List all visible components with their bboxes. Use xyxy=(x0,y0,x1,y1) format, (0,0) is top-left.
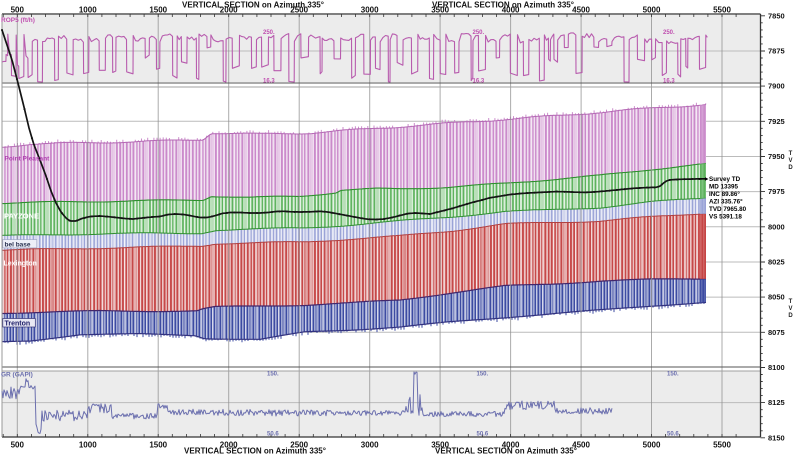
svg-text:8050: 8050 xyxy=(768,293,785,302)
svg-text:8100: 8100 xyxy=(768,363,785,372)
svg-text:250.: 250. xyxy=(663,30,675,36)
svg-text:5500: 5500 xyxy=(713,5,731,14)
svg-text:V: V xyxy=(788,158,792,164)
svg-text:8150: 8150 xyxy=(768,433,785,442)
svg-text:8125: 8125 xyxy=(768,398,785,407)
svg-text:3000: 3000 xyxy=(361,5,379,14)
svg-text:3000: 3000 xyxy=(361,440,379,449)
svg-text:500: 500 xyxy=(11,440,25,449)
svg-text:ROP5 (ft/h): ROP5 (ft/h) xyxy=(1,17,35,24)
svg-text:8025: 8025 xyxy=(768,258,785,267)
svg-text:8000: 8000 xyxy=(768,222,785,231)
svg-text:3500: 3500 xyxy=(431,440,449,449)
svg-text:5000: 5000 xyxy=(643,440,661,449)
svg-text:150.: 150. xyxy=(267,372,279,378)
svg-text:TVD 7965.80: TVD 7965.80 xyxy=(709,206,747,213)
svg-text:7950: 7950 xyxy=(768,152,785,161)
svg-text:VS 5391.18: VS 5391.18 xyxy=(709,214,742,221)
svg-text:1000: 1000 xyxy=(79,5,97,14)
svg-text:VERTICAL SECTION on Azimuth 33: VERTICAL SECTION on Azimuth 335° xyxy=(432,1,574,10)
svg-text:500: 500 xyxy=(11,5,25,14)
svg-text:16.3: 16.3 xyxy=(473,79,485,85)
svg-text:7875: 7875 xyxy=(768,47,785,56)
svg-text:VERTICAL SECTION on Azimuth 33: VERTICAL SECTION on Azimuth 335° xyxy=(184,447,326,456)
svg-text:16.3: 16.3 xyxy=(263,79,275,85)
svg-text:Lexington: Lexington xyxy=(4,261,37,268)
svg-text:T: T xyxy=(789,299,793,305)
svg-text:8075: 8075 xyxy=(768,328,785,337)
svg-text:150.: 150. xyxy=(477,372,489,378)
svg-text:1500: 1500 xyxy=(149,5,167,14)
svg-text:7900: 7900 xyxy=(768,82,785,91)
svg-text:VERTICAL SECTION on Azimuth 33: VERTICAL SECTION on Azimuth 335° xyxy=(435,447,577,456)
svg-text:VERTICAL SECTION on Azimuth 33: VERTICAL SECTION on Azimuth 335° xyxy=(182,1,324,10)
svg-text:250.: 250. xyxy=(263,30,275,36)
svg-text:3500: 3500 xyxy=(431,5,449,14)
svg-text:D: D xyxy=(788,165,793,171)
svg-text:AZI 335.76°: AZI 335.76° xyxy=(709,198,743,206)
svg-text:Point Pleasant: Point Pleasant xyxy=(5,156,51,163)
svg-text:1000: 1000 xyxy=(79,440,97,449)
svg-text:PAYZONE: PAYZONE xyxy=(4,212,39,221)
svg-text:Survey TD: Survey TD xyxy=(709,176,741,183)
svg-text:T: T xyxy=(789,151,793,157)
svg-text:INC 89.86°: INC 89.86° xyxy=(709,190,740,198)
svg-text:2500: 2500 xyxy=(290,5,308,14)
svg-text:50.6: 50.6 xyxy=(477,432,489,438)
svg-text:250.: 250. xyxy=(473,30,485,36)
svg-text:4500: 4500 xyxy=(572,440,590,449)
svg-text:1500: 1500 xyxy=(149,440,167,449)
svg-text:5000: 5000 xyxy=(643,5,661,14)
svg-text:4000: 4000 xyxy=(502,440,520,449)
svg-text:V: V xyxy=(788,306,792,312)
svg-text:2000: 2000 xyxy=(220,5,238,14)
svg-text:GR (GAPI): GR (GAPI) xyxy=(1,372,33,379)
svg-text:D: D xyxy=(788,313,793,319)
svg-text:4000: 4000 xyxy=(502,5,520,14)
svg-text:2500: 2500 xyxy=(290,440,308,449)
svg-text:Trenton: Trenton xyxy=(5,321,31,328)
svg-text:5500: 5500 xyxy=(713,440,731,449)
svg-text:50.6: 50.6 xyxy=(267,432,279,438)
svg-text:7975: 7975 xyxy=(768,187,785,196)
svg-text:16.3: 16.3 xyxy=(663,79,675,85)
svg-text:150.: 150. xyxy=(667,372,679,378)
svg-text:2000: 2000 xyxy=(220,440,238,449)
svg-text:4500: 4500 xyxy=(572,5,590,14)
svg-text:7925: 7925 xyxy=(768,117,785,126)
svg-text:bel base: bel base xyxy=(5,242,31,249)
svg-text:50.6: 50.6 xyxy=(667,432,679,438)
svg-text:7850: 7850 xyxy=(768,11,785,20)
svg-text:MD 13395: MD 13395 xyxy=(709,184,739,191)
